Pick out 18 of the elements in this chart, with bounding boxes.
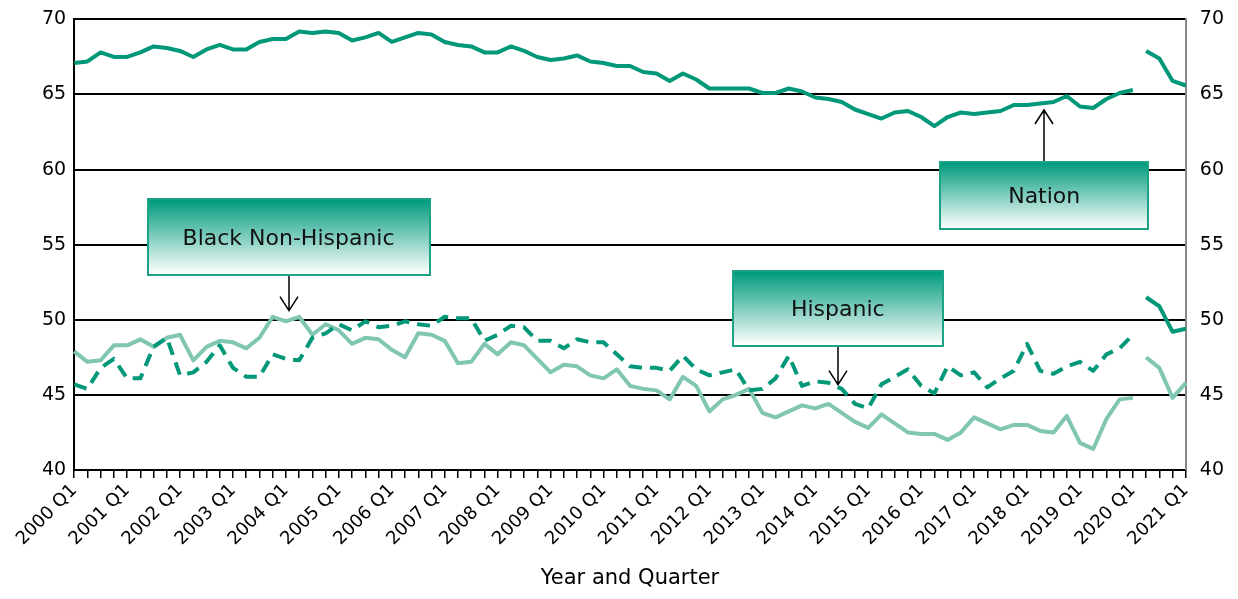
- y-tick-label: 60: [41, 156, 67, 179]
- y-tick-label: 65: [41, 81, 67, 104]
- y-tick-label: 70: [41, 6, 67, 29]
- y2-tick-label: 45: [1199, 381, 1225, 404]
- x-axis-title: Year and Quarter: [539, 564, 720, 589]
- y-tick-label: 40: [41, 456, 67, 479]
- y-tick-label: 50: [41, 306, 67, 329]
- callout-box: Hispanic: [731, 270, 944, 347]
- y2-tick-label: 40: [1199, 456, 1225, 479]
- y-tick-label: 45: [41, 381, 67, 404]
- y-tick-label: 55: [41, 231, 67, 254]
- y2-tick-label: 60: [1199, 156, 1225, 179]
- y2-tick-label: 70: [1199, 6, 1225, 29]
- y2-tick-label: 65: [1199, 81, 1225, 104]
- y2-tick-label: 55: [1199, 231, 1225, 254]
- callout-box: Black Non-Hispanic: [146, 198, 431, 277]
- callout-box: Nation: [939, 160, 1150, 230]
- y2-tick-label: 50: [1199, 306, 1225, 329]
